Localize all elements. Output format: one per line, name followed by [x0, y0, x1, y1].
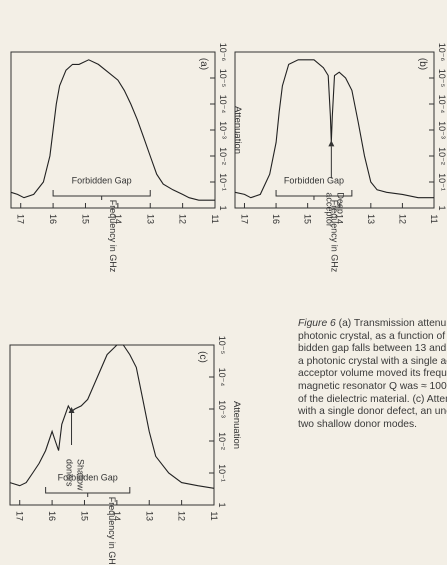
x-tick-label: 13 [366, 214, 376, 224]
annotation-label: Shallow [76, 459, 86, 491]
y-tick-label: 1 [218, 205, 228, 210]
y-tick-label: 10⁻¹ [437, 173, 447, 191]
x-tick-label: 15 [80, 214, 90, 224]
x-tick-label: 11 [429, 214, 439, 223]
panel-label: (b) [417, 58, 428, 70]
annotation-arrowhead [328, 140, 335, 147]
y-axis-label: Attenuation [232, 106, 243, 154]
x-tick-label: 16 [271, 214, 281, 224]
data-trace [234, 59, 434, 199]
y-tick-label: 1 [437, 205, 447, 210]
caption-line-0-text: (a) Transmission attenu [338, 318, 447, 329]
x-tick-label: 11 [210, 214, 220, 223]
y-tick-label: 10⁻⁴ [437, 95, 447, 114]
y-tick-label: 10⁻² [218, 147, 228, 165]
y-tick-label: 10⁻⁵ [218, 69, 228, 88]
annotation-label: acceptor [324, 192, 334, 227]
y-tick-label: 10⁻¹ [217, 464, 227, 482]
caption-line-5: magnetic resonator Q was ≈ 1000. I [298, 380, 447, 392]
gap-label: Forbidden Gap [58, 472, 118, 482]
figure-caption: Figure 6 (a) Transmission attenu photoni… [298, 318, 447, 431]
x-tick-label: 12 [178, 214, 188, 224]
y-tick-label: 10⁻⁶ [218, 43, 228, 62]
x-tick-label: 17 [239, 214, 249, 224]
plot-frame [9, 344, 215, 506]
caption-line-6: of the dielectric material. (c) Attenua [298, 393, 447, 405]
y-tick-label: 10⁻⁴ [218, 95, 228, 114]
y-tick-label: 10⁻⁶ [437, 43, 447, 62]
x-tick-label: 11 [209, 511, 219, 520]
y-tick-label: 10⁻⁵ [437, 69, 447, 88]
gap-bracket [45, 487, 131, 497]
annotation-label: Deep [335, 192, 345, 214]
y-tick-label: 10⁻⁴ [217, 368, 227, 387]
x-axis-label: Frequency in GHz [330, 200, 340, 273]
y-tick-label: 1 [217, 502, 227, 507]
caption-line-1: photonic crystal, as a function of f [298, 330, 447, 342]
caption-line-2: bidden gap falls between 13 and 16 [298, 343, 447, 355]
y-tick-label: 10⁻² [437, 147, 447, 165]
x-tick-label: 14 [113, 214, 123, 224]
x-tick-label: 16 [48, 214, 58, 224]
panel-a: 10⁻⁶ 10⁻⁵ 10⁻⁴ 10⁻³ 10⁻² 10⁻¹ 1 Attenuation 11 12… [10, 43, 243, 273]
x-tick-label: 13 [145, 214, 155, 224]
x-axis-label: Frequency in GHz [107, 497, 117, 565]
data-trace [9, 344, 215, 489]
gap-label: Forbidden Gap [284, 175, 344, 185]
y-tick-label: 10⁻³ [437, 121, 447, 139]
y-tick-label: 10⁻² [217, 432, 227, 450]
x-tick-label: 12 [177, 511, 187, 521]
data-trace [10, 59, 215, 201]
x-tick-label: 14 [334, 214, 344, 224]
panel-label: (a) [198, 58, 209, 70]
caption-line-4: acceptor volume moved its frequen [298, 368, 447, 380]
x-tick-label: 17 [16, 214, 26, 224]
caption-line-0: Figure 6 (a) Transmission attenu [298, 318, 447, 331]
y-axis-label: Attenuation [231, 401, 242, 449]
caption-line-8: two shallow donor modes. [298, 418, 418, 430]
gap-bracket [275, 190, 353, 200]
panel-b: 10⁻⁶ 10⁻⁵ 10⁻⁴ 10⁻³ 10⁻² 10⁻¹ 1 Attenuation 11 12… [234, 43, 447, 273]
x-tick-label: 15 [303, 214, 313, 224]
annotation-arrowhead [68, 407, 75, 413]
x-tick-label: 12 [397, 214, 407, 224]
y-tick-label: 10⁻⁵ [217, 336, 227, 355]
gap-label: Forbidden Gap [72, 175, 132, 185]
annotation-label: donors [65, 459, 75, 487]
caption-line-3: a photonic crystal with a single ac [298, 355, 447, 367]
y-tick-label: 10⁻³ [217, 400, 227, 418]
gap-bracket [52, 190, 151, 200]
panel-label: (c) [197, 351, 208, 363]
y-tick-label: 10⁻³ [218, 121, 228, 139]
caption-line-7: with a single donor defect, an uncen [298, 406, 447, 418]
x-axis-label: Frequency in GHz [108, 200, 118, 273]
caption-label: Figure 6 [298, 318, 336, 329]
x-tick-label: 16 [47, 511, 57, 521]
panel-c: 10⁻⁵ 10⁻⁴ 10⁻³ 10⁻² 10⁻¹ 1 Attenuation 11 12 13 14… [9, 336, 242, 565]
x-tick-label: 15 [79, 511, 89, 521]
y-tick-label: 10⁻¹ [218, 173, 228, 191]
x-tick-label: 17 [15, 511, 25, 521]
x-tick-label: 14 [112, 511, 122, 521]
x-tick-label: 13 [144, 511, 154, 521]
